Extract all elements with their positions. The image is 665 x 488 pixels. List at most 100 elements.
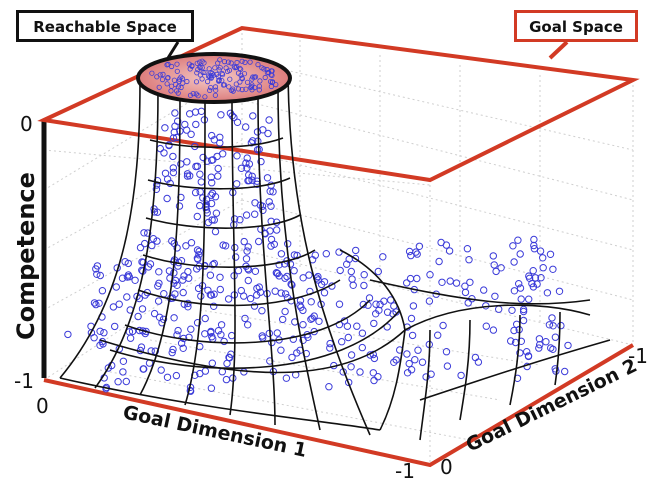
sample-point [374,267,382,276]
sample-point [242,211,251,219]
sample-point [233,180,241,188]
sample-point [406,274,415,283]
sample-point [173,244,181,252]
sample-point [489,326,498,334]
sample-point [288,353,296,362]
sample-point [226,67,233,73]
sample-point [539,264,547,272]
sample-point [322,250,330,258]
sample-point [177,160,185,168]
sample-point [169,63,175,70]
sample-point [154,74,160,80]
sample-point [414,346,422,354]
sample-point [284,240,292,248]
sample-point [255,61,261,68]
sample-point [519,305,528,314]
sample-point [347,351,356,359]
sample-point [208,333,216,341]
sample-point [160,290,168,298]
sample-point [250,74,256,80]
sample-point [442,348,451,356]
sample-point [149,70,155,76]
sample-point [210,302,218,310]
sample-point [153,177,162,185]
sample-point [249,87,255,93]
sample-point [564,341,572,350]
sample-point [207,328,215,337]
sample-point [140,229,148,237]
sample-point [415,242,424,251]
sample-point [208,179,216,187]
sample-point [277,250,286,258]
sample-point [242,123,250,131]
sample-point [222,375,231,384]
sample-point [418,358,427,366]
sample-point [228,87,234,93]
sample-point [407,314,416,323]
sample-point [163,373,172,381]
sample-point [243,86,249,92]
sample-point [510,258,518,266]
sample-point [480,286,488,294]
sample-point [111,322,119,331]
sample-point [338,338,346,346]
sample-point [314,272,322,281]
sample-point [370,354,379,363]
sample-point [344,333,352,342]
sample-point [237,79,243,85]
sample-point [403,350,411,358]
sample-point [174,68,180,74]
sample-point [241,314,249,323]
sample-point [171,290,179,298]
sample-point [343,322,352,330]
sample-point [211,227,220,236]
sample-point [515,280,523,288]
sample-point [336,266,344,275]
sample-point [482,322,490,330]
sample-point [262,74,268,81]
sample-point [169,134,178,142]
sample-point [206,66,212,72]
sample-point [202,203,210,212]
sample-point [465,256,473,264]
sample-point [174,326,182,335]
reachable-space-label: Reachable Space [16,10,194,42]
sample-point [379,253,387,261]
sample-point [225,59,231,65]
sample-point [179,288,187,297]
sample-point [352,246,360,255]
sample-point [516,250,524,258]
sample-point [208,85,214,91]
sample-point [510,326,518,335]
sample-point [239,58,245,64]
sample-point [247,59,253,65]
sample-point [466,278,474,286]
sample-point [195,251,203,259]
sample-point [221,242,230,250]
sample-point [169,168,178,177]
sample-point [187,130,195,139]
sample-point [536,247,545,255]
sample-point [100,329,108,337]
sample-point [245,171,253,179]
sample-point [535,344,543,352]
sample-point [186,387,195,395]
sample-point [461,288,470,297]
sample-point [212,65,218,71]
sample-point [375,306,383,314]
sample-point [372,300,380,308]
sample-point [197,64,203,70]
sample-point [380,297,388,305]
sample-point [509,242,517,250]
sample-point [524,352,533,361]
sample-point [403,369,412,377]
sample-point [187,325,195,333]
sample-point [349,281,357,289]
sample-point [263,174,272,182]
sample-point [289,335,297,343]
reachable-space-samples [149,57,279,100]
sample-point [204,286,212,294]
sample-point [207,87,213,94]
sample-point [216,78,222,84]
sample-point [164,62,170,68]
